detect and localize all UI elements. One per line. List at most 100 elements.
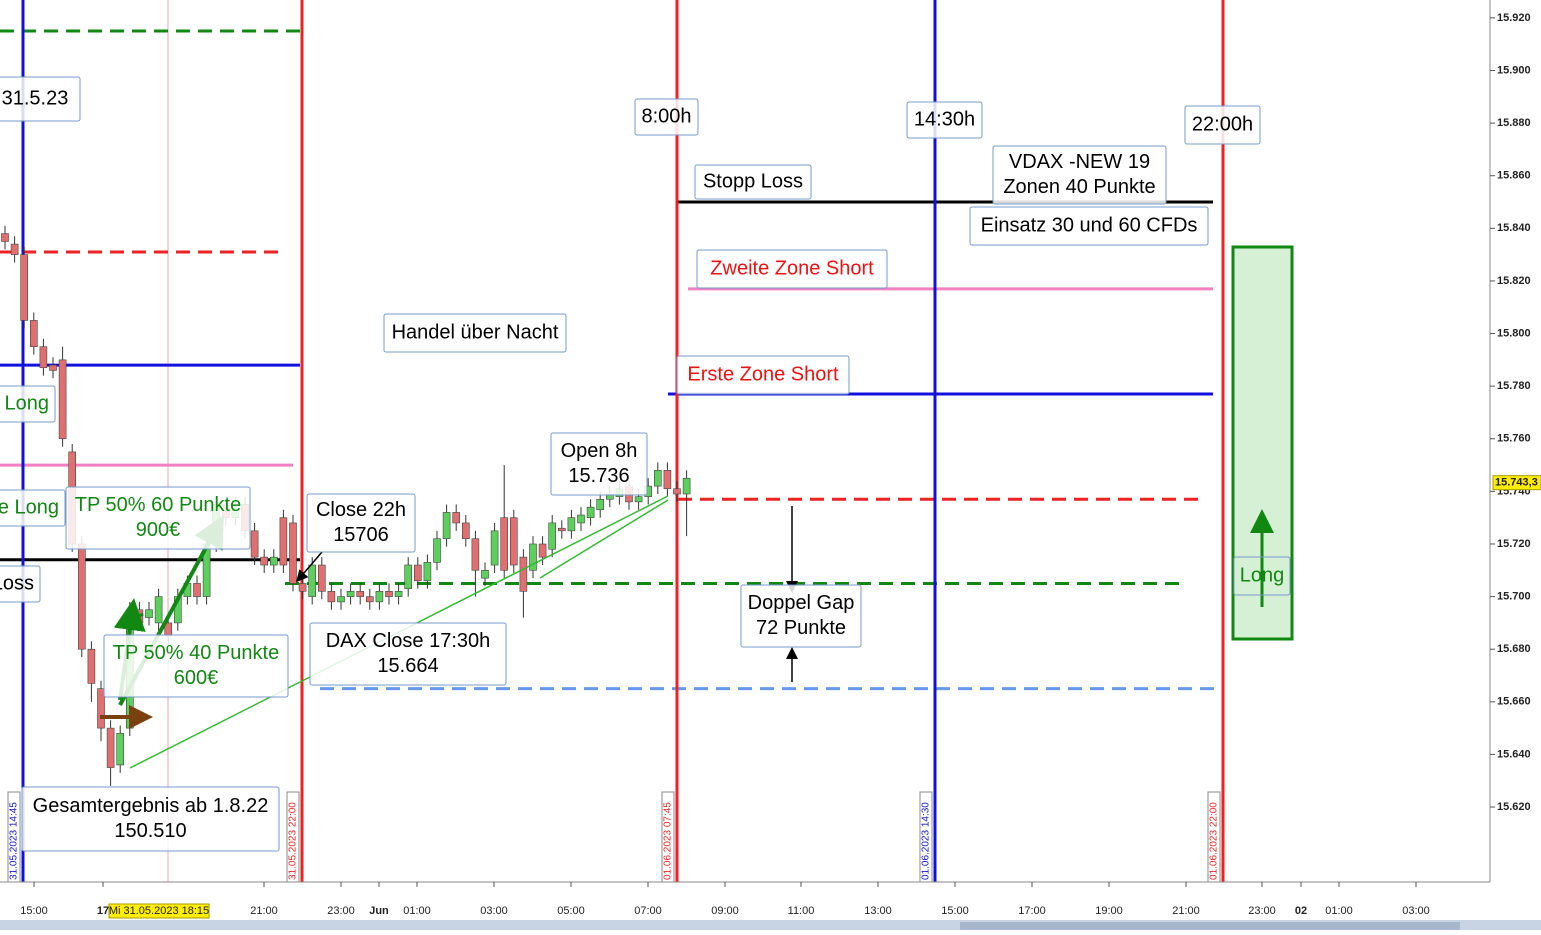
time-label-box — [1207, 791, 1221, 883]
candle-body — [49, 364, 57, 371]
y-tick-label: 15.820 — [1497, 275, 1531, 287]
candle-body — [557, 527, 566, 532]
annotation-text: 8:00h — [641, 105, 691, 127]
x-tick-label: 15:00 — [20, 905, 48, 917]
x-tick-label: 05:00 — [557, 905, 585, 917]
candle-body — [375, 591, 384, 603]
candle-body — [548, 522, 557, 550]
annotation-box — [676, 355, 850, 395]
annotation-box — [0, 76, 81, 122]
annotation-text: 600€ — [174, 667, 219, 689]
y-tick-label: 15.900 — [1497, 64, 1531, 76]
candle-body — [346, 591, 355, 597]
arrow — [296, 551, 323, 583]
x-tick-label: 01:00 — [403, 905, 431, 917]
candle-body — [1, 233, 9, 242]
x-tick-label: 23:00 — [327, 905, 355, 917]
candle-body — [154, 596, 163, 624]
candle-body — [116, 733, 124, 766]
annotation-box — [0, 385, 56, 423]
y-tick-label: 15.840 — [1497, 222, 1531, 234]
annotation-text: 15706 — [333, 524, 389, 546]
annotation-text: 22:00h — [1192, 113, 1253, 135]
y-tick-label: 15.680 — [1497, 643, 1531, 655]
x-tick-label: 07:00 — [634, 905, 662, 917]
annotation-box — [906, 101, 983, 139]
y-tick-label: 15.860 — [1497, 170, 1531, 182]
y-tick-label: 15.800 — [1497, 327, 1531, 339]
scrollbar-thumb[interactable] — [960, 922, 1460, 930]
annotation-box — [992, 145, 1167, 205]
annotation-box — [65, 486, 251, 550]
annotation-text: Long — [1240, 564, 1285, 586]
x-tick-label: 02 — [1295, 905, 1307, 917]
cursor-label-box — [108, 903, 210, 919]
x-tick-label: 19:00 — [1095, 905, 1123, 917]
annotation-text: 14:30h — [914, 108, 975, 130]
annotation-text: Zweite Zone Short — [710, 257, 874, 279]
arrow — [127, 612, 144, 624]
candle-body — [87, 648, 96, 684]
annotation-box — [21, 786, 280, 852]
candle-body — [193, 583, 201, 597]
annotation-box — [103, 634, 289, 698]
annotation-text: 15.664 — [377, 655, 438, 677]
annotation-box — [634, 98, 699, 136]
annotation-text: e Long — [0, 392, 49, 414]
candle-body — [682, 477, 691, 495]
candle-body — [337, 596, 345, 603]
y-tick-label: 15.760 — [1497, 433, 1531, 445]
candle-body — [365, 596, 374, 603]
candle-body — [308, 564, 317, 597]
candle-body — [145, 609, 153, 618]
annotation-text: Zonen 40 Punkte — [1003, 176, 1155, 198]
annotation-text: Open 8h — [561, 440, 638, 462]
last-price-label: 15.743,3 — [1495, 477, 1538, 489]
scrollbar[interactable] — [0, 920, 1541, 930]
candle-body — [653, 470, 662, 487]
x-tick-label: 21:00 — [1172, 905, 1200, 917]
annotation-box — [0, 489, 66, 527]
candle-body — [97, 688, 105, 729]
annotation-text: TP 50% 60 Punkte — [75, 494, 241, 516]
annotation-box — [969, 206, 1209, 246]
annotation-box — [1184, 105, 1261, 145]
annotation-box — [309, 622, 507, 686]
candle-body — [106, 727, 115, 768]
candle-body — [567, 517, 576, 532]
annotation-text: Gesamtergebnis ab 1.8.22 — [33, 795, 269, 817]
annotation-box — [0, 565, 41, 603]
x-tick-label: 11:00 — [788, 905, 815, 917]
x-tick-label: 03:00 — [480, 905, 508, 917]
candle-body — [461, 522, 470, 540]
candle-body — [423, 562, 432, 582]
candle-body — [250, 530, 259, 558]
time-label: 01.06.2023 22:00 — [1209, 802, 1220, 880]
time-label-box — [661, 791, 675, 883]
candle-body — [356, 591, 365, 597]
candle-body — [279, 517, 288, 566]
candle-body — [269, 556, 278, 566]
annotation-text: Einsatz 30 und 60 CFDs — [981, 214, 1198, 236]
y-tick-label: 15.620 — [1497, 801, 1531, 813]
candle-body — [490, 530, 499, 566]
time-label: 01.06.2023 07:45 — [663, 802, 674, 880]
y-tick-label: 15.880 — [1497, 117, 1531, 129]
candle-body — [586, 506, 595, 518]
candle-body — [634, 496, 643, 503]
candle-body — [78, 543, 86, 650]
annotation-text: TP 50% 40 Punkte — [113, 642, 279, 664]
candle-body — [529, 543, 537, 571]
candle-body — [481, 569, 489, 579]
x-tick-label: 01:00 — [1325, 905, 1353, 917]
candle-body — [10, 243, 19, 255]
x-tick-label: 23:00 — [1248, 905, 1276, 917]
annotation-text: 15.736 — [568, 465, 629, 487]
arrow — [539, 499, 669, 579]
candle-body — [442, 512, 451, 540]
candle-body — [58, 359, 67, 440]
x-tick-label: 17 — [97, 905, 109, 917]
last-price-box — [1492, 475, 1541, 491]
candle-body — [577, 514, 585, 524]
